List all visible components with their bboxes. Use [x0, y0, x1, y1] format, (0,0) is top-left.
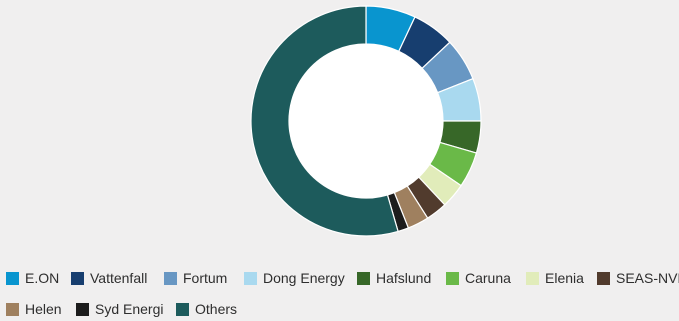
- legend-label: E.ON: [25, 269, 59, 287]
- legend-item-helen: Helen: [6, 300, 62, 318]
- legend-label: Fortum: [183, 269, 227, 287]
- legend-label: Dong Energy: [263, 269, 345, 287]
- legend-label: Others: [195, 300, 237, 318]
- legend-label: Hafslund: [376, 269, 431, 287]
- legend-label: Vattenfall: [90, 269, 147, 287]
- legend-swatch: [597, 272, 610, 285]
- legend-label: Caruna: [465, 269, 511, 287]
- legend-label: Elenia: [545, 269, 584, 287]
- legend-swatch: [244, 272, 257, 285]
- legend-item-seas-nve: SEAS-NVE: [597, 269, 679, 287]
- legend-swatch: [176, 303, 189, 316]
- legend-item-fortum: Fortum: [164, 269, 227, 287]
- chart-legend: E.ON Vattenfall Fortum Dong Energy Hafslund C…: [0, 266, 679, 321]
- legend-label: Syd Energi: [95, 300, 163, 318]
- legend-swatch: [446, 272, 459, 285]
- legend-item-hafslund: Hafslund: [357, 269, 431, 287]
- legend-label: SEAS-NVE: [616, 269, 679, 287]
- legend-swatch: [526, 272, 539, 285]
- legend-item-syd-energi: Syd Energi: [76, 300, 163, 318]
- legend-label: Helen: [25, 300, 62, 318]
- legend-swatch: [6, 272, 19, 285]
- legend-item-caruna: Caruna: [446, 269, 511, 287]
- donut-hole: [289, 44, 443, 198]
- legend-swatch: [71, 272, 84, 285]
- legend-swatch: [357, 272, 370, 285]
- legend-item-others: Others: [176, 300, 237, 318]
- legend-item-vattenfall: Vattenfall: [71, 269, 147, 287]
- donut-chart: [0, 0, 679, 266]
- legend-item-elenia: Elenia: [526, 269, 584, 287]
- legend-swatch: [76, 303, 89, 316]
- legend-swatch: [164, 272, 177, 285]
- legend-item-e-on: E.ON: [6, 269, 59, 287]
- legend-item-dong-energy: Dong Energy: [244, 269, 345, 287]
- legend-swatch: [6, 303, 19, 316]
